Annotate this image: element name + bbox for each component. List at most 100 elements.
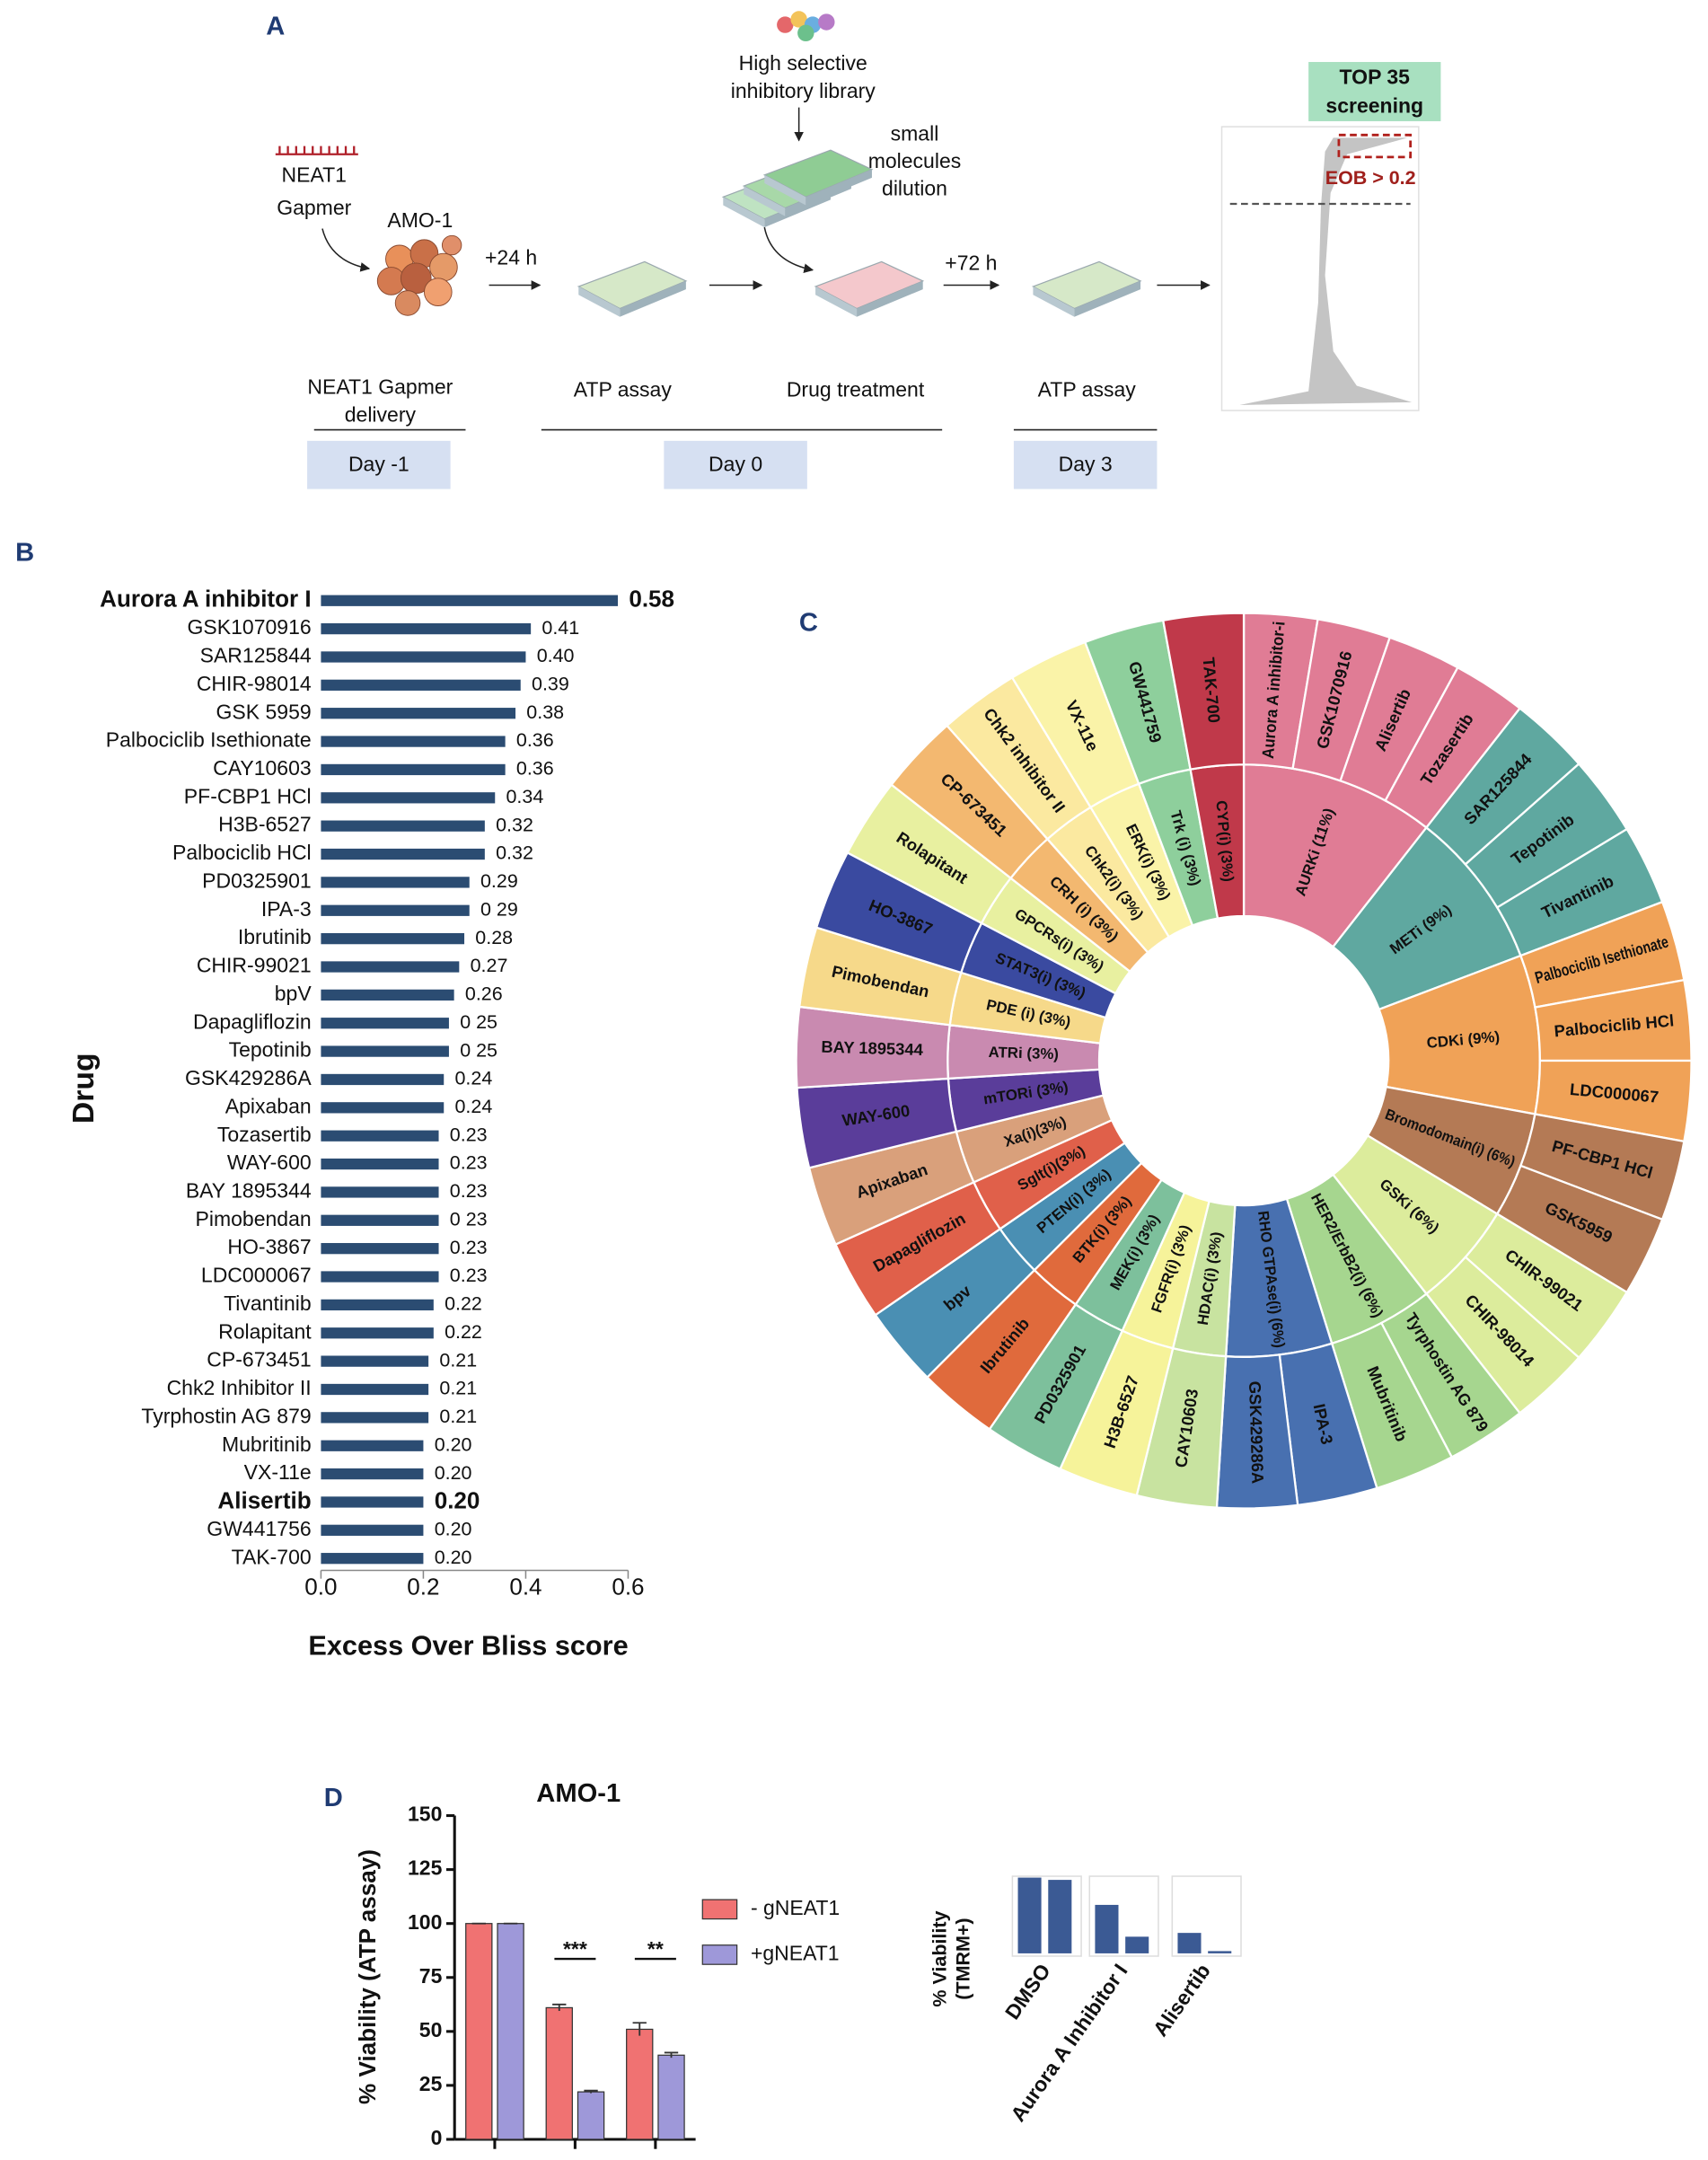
- bar: [321, 1102, 445, 1114]
- bar: [465, 1923, 493, 2140]
- bar: [321, 820, 485, 832]
- value-label: 0.23: [450, 1152, 488, 1174]
- step-label: +72 h: [945, 251, 997, 275]
- error-bar: [632, 2022, 647, 2036]
- bar: [321, 763, 506, 776]
- gapmer-label: Gapmer: [277, 196, 351, 219]
- bar: [321, 1412, 429, 1424]
- bar: [321, 904, 470, 916]
- y-tick-label: Tyrphostin AG 879: [141, 1404, 311, 1427]
- day-box: [307, 440, 451, 489]
- y-tick-label: Mubritinib: [222, 1433, 312, 1456]
- y-tick-label: PD0325901: [202, 868, 312, 892]
- value-label: 0.41: [541, 617, 579, 639]
- y-tick-label: GSK1070916: [188, 615, 312, 639]
- value-label: 0.36: [516, 758, 554, 780]
- bar: [321, 1440, 424, 1451]
- y-tick-label: H3B-6527: [218, 813, 312, 836]
- value-label: 0.40: [537, 645, 575, 666]
- panel-letter: A: [266, 12, 285, 40]
- value-label: 0.27: [471, 955, 508, 976]
- bar: [321, 1130, 439, 1142]
- y-tick-label: Tozasertib: [217, 1123, 312, 1146]
- leaf-label: BAY 1895344: [821, 1037, 924, 1059]
- value-label: 0 29: [480, 898, 518, 920]
- x-axis-label: Excess Over Bliss score: [308, 1631, 628, 1662]
- bar: [321, 679, 521, 691]
- bar: [321, 877, 470, 888]
- plate: [1032, 260, 1141, 318]
- y-tick-label: Apixaban: [225, 1094, 312, 1117]
- x-tick-label: DMSO: [1000, 1960, 1055, 2023]
- day-label: Day 0: [709, 453, 762, 476]
- error-bar: [552, 2003, 567, 2012]
- significance-label: ***: [563, 1937, 587, 1961]
- value-label: 0.21: [439, 1378, 477, 1399]
- gapmer-label: NEAT1: [282, 163, 347, 186]
- value-label: 0.21: [439, 1406, 477, 1427]
- significance-label: **: [647, 1937, 664, 1961]
- y-axis-label: Drug: [66, 1053, 101, 1124]
- value-label: 0.39: [532, 674, 569, 695]
- bar: [321, 595, 619, 606]
- y-tick-label: SAR125844: [200, 644, 312, 667]
- bar: [321, 1383, 429, 1396]
- value-label: 0.58: [629, 586, 674, 613]
- library-icon: [777, 11, 835, 42]
- arrow: [763, 226, 814, 273]
- value-label: 0.29: [480, 870, 518, 892]
- y-tick-label: 125: [408, 1856, 443, 1880]
- bar: [321, 1045, 449, 1057]
- bar: [321, 1327, 434, 1339]
- panel-letter: B: [15, 538, 34, 567]
- library-label: High selective: [739, 51, 867, 75]
- bar: [321, 1018, 449, 1029]
- bar: [497, 1923, 524, 2140]
- value-label: 0.38: [526, 701, 564, 723]
- bar: [321, 1243, 439, 1255]
- top-label: TOP 35: [1340, 66, 1411, 89]
- panel-letter: C: [799, 609, 818, 638]
- y-tick-label: GW441756: [207, 1517, 311, 1540]
- bar: [321, 1158, 439, 1170]
- value-label: 0.23: [450, 1180, 488, 1202]
- bar: [321, 1553, 424, 1565]
- value-label: 0.26: [465, 983, 503, 1005]
- y-tick-label: CP-673451: [207, 1348, 311, 1371]
- bar: [321, 1271, 439, 1283]
- y-tick-label: Rolapitant: [218, 1319, 312, 1343]
- value-label: 0 25: [460, 1039, 497, 1061]
- step-label: +24 h: [485, 245, 537, 269]
- y-tick-label: Ibrutinib: [238, 925, 312, 948]
- leaf-label: GSK429286A: [1246, 1380, 1267, 1484]
- bar: [321, 1496, 424, 1508]
- y-tick-label: CHIR-98014: [197, 672, 312, 695]
- bar: [321, 1524, 424, 1536]
- y-tick-label: CAY10603: [213, 756, 312, 780]
- value-label: 0.23: [450, 1124, 488, 1145]
- bar: [321, 1073, 445, 1086]
- bar: [321, 1355, 429, 1367]
- y-tick-label: WAY-600: [227, 1151, 312, 1174]
- bar: [1048, 1880, 1072, 1953]
- value-label: 0.32: [496, 814, 533, 835]
- bar: [321, 932, 465, 945]
- value-label: 0.21: [439, 1349, 477, 1371]
- stage-label: NEAT1 Gapmer: [307, 375, 453, 399]
- cell-line-label: AMO-1: [387, 208, 453, 232]
- y-tick-label: 75: [419, 1964, 443, 1988]
- value-label: 0.36: [516, 729, 554, 751]
- bar: [321, 1299, 434, 1311]
- x-tick-label: 0.0: [304, 1573, 337, 1600]
- x-tick-label: 0.4: [509, 1573, 541, 1600]
- y-tick-label: Pimobendan: [196, 1207, 312, 1230]
- value-label: 0 23: [450, 1208, 488, 1230]
- y-tick-label: VX-11e: [244, 1460, 312, 1484]
- stage-label: Drug treatment: [787, 378, 925, 401]
- bar: [1017, 1877, 1042, 1953]
- value-label: 0.20: [435, 1486, 480, 1513]
- value-label: 0.22: [445, 1293, 482, 1315]
- value-label: 0.20: [435, 1433, 472, 1455]
- x-tick-label: 0.2: [407, 1573, 439, 1600]
